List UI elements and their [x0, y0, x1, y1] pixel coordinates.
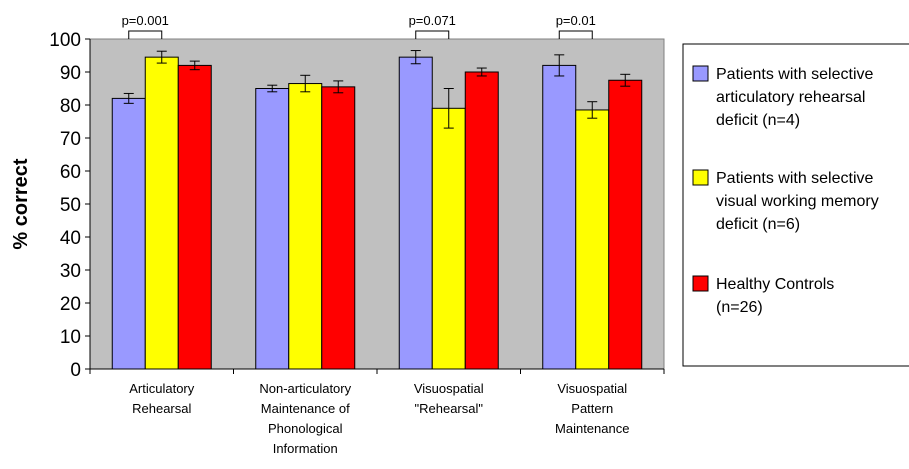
- legend-swatch: [692, 275, 709, 292]
- bar: [398, 56, 433, 370]
- bar: [111, 97, 146, 370]
- bar: [321, 86, 356, 370]
- y-tick-label: 80: [60, 96, 81, 117]
- significance-bracket: [128, 30, 163, 39]
- bar: [608, 79, 643, 370]
- bar: [542, 64, 577, 370]
- significance-bracket: [415, 30, 450, 39]
- y-tick-label: 70: [60, 129, 81, 150]
- x-tick-label: Visuospatial "Rehearsal": [414, 381, 484, 416]
- p-value-label: p=0.01: [556, 13, 596, 28]
- x-axis: Articulatory Rehearsal Non-articulatory Mai…: [89, 368, 665, 456]
- p-value-label: p=0.001: [122, 13, 169, 28]
- x-tick-label: Non-articulatory Maintenance of Phonologic…: [259, 381, 351, 456]
- y-tick-label: 90: [60, 63, 81, 84]
- bar: [431, 107, 466, 370]
- bar: [464, 71, 499, 370]
- y-tick-label: 100: [49, 30, 81, 51]
- significance-bracket: [558, 30, 593, 39]
- legend-label: Healthy Controls (n=26): [716, 276, 834, 316]
- bar: [288, 83, 323, 370]
- y-tick-label: 0: [70, 360, 81, 381]
- bar: [575, 109, 610, 370]
- legend-box: [682, 43, 909, 367]
- bar: [177, 64, 212, 370]
- bar: [255, 88, 290, 370]
- legend-label: Patients with selective articulatory rehe…: [716, 66, 874, 129]
- bars: [111, 50, 643, 370]
- x-tick-label: Visuospatial Pattern Maintenance: [555, 381, 629, 436]
- y-tick-label: 50: [60, 195, 81, 216]
- legend: Patients with selective articulatory rehe…: [682, 43, 909, 367]
- y-tick-label: 30: [60, 261, 81, 282]
- p-value-label: p=0.071: [409, 13, 456, 28]
- legend-label: Patients with selective visual working me…: [716, 170, 879, 233]
- x-tick-label: Articulatory Rehearsal: [129, 381, 195, 416]
- y-tick-label: 10: [60, 327, 81, 348]
- legend-swatch: [692, 65, 709, 82]
- significance-annotations: p=0.001 p=0.071 p=0.01: [122, 13, 596, 39]
- y-tick-label: 60: [60, 162, 81, 183]
- y-tick-label: 40: [60, 228, 81, 249]
- y-tick-label: 20: [60, 294, 81, 315]
- legend-swatch: [692, 169, 709, 186]
- y-axis: 0 10 20 30 40 50 60 70 80 90 100 % correct: [10, 30, 91, 381]
- bar: [144, 56, 179, 370]
- y-axis-label: % correct: [10, 158, 32, 249]
